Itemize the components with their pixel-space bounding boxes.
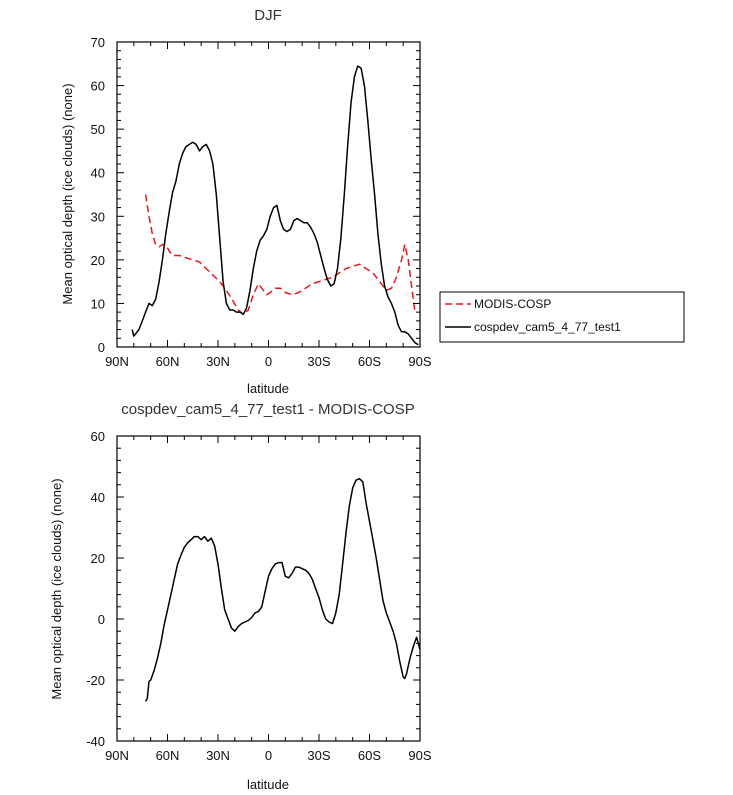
panel-1-xtick-label: 30S <box>307 354 330 369</box>
panel-1-ytick-label: 60 <box>91 79 105 94</box>
panel-1-title: DJF <box>254 7 282 24</box>
panel-1-xtick-label: 0 <box>265 354 272 369</box>
panel-djf: DJF Mean optical depth (ice clouds) (non… <box>60 7 685 396</box>
legend-box <box>439 291 685 343</box>
panel-1-xtick-label: 90N <box>105 354 129 369</box>
panel-2-xtick-label: 60S <box>358 748 381 763</box>
legend-label-modis: MODIS-COSP <box>474 297 551 311</box>
panel-2-ylabel: Mean optical depth (ice clouds) (none) <box>49 478 64 699</box>
panel-1-ytick-label: 20 <box>91 253 105 268</box>
panel-1-ylabel: Mean optical depth (ice clouds) (none) <box>60 83 75 304</box>
panel-1-ytick-label: 40 <box>91 166 105 181</box>
panel-2-xtick-label: 30N <box>206 748 230 763</box>
panel-1-series-line-cospdev-cam5-4-77-test1 <box>131 65 419 346</box>
panel-1-xtick-label: 60N <box>156 354 180 369</box>
panel-1-xtick-label: 60S <box>358 354 381 369</box>
panel-2-plot-frame <box>116 435 421 742</box>
panel-1-xlabel: latitude <box>247 381 289 396</box>
panel-1-series-line-modis-cosp <box>144 194 416 316</box>
panel-2-series-line-difference <box>144 477 421 702</box>
panel-1-ytick-label: 0 <box>98 340 105 355</box>
panel-1-xtick-label: 30N <box>206 354 230 369</box>
panel-2-ytick-label: 40 <box>91 490 105 505</box>
panel-1-ytick-label: 10 <box>91 296 105 311</box>
legend-label-cam5: cospdev_cam5_4_77_test1 <box>474 320 621 334</box>
panel-1-ytick-label: 30 <box>91 209 105 224</box>
panel-1-xtick-label: 90S <box>408 354 431 369</box>
panel-2-xlabel: latitude <box>247 777 289 792</box>
panel-2-ytick-label: 20 <box>91 551 105 566</box>
legend: MODIS-COSP cospdev_cam5_4_77_test1 <box>439 291 685 343</box>
panel-difference: cospdev_cam5_4_77_test1 - MODIS-COSP Mea… <box>49 401 432 792</box>
panel-2-ytick-label: -40 <box>86 734 105 749</box>
panel-2-xtick-label: 30S <box>307 748 330 763</box>
panel-1-ytick-label: 50 <box>91 122 105 137</box>
panel-2-xtick-label: 0 <box>265 748 272 763</box>
panel-2-xtick-label: 60N <box>156 748 180 763</box>
panel-2-ytick-label: 0 <box>98 612 105 627</box>
panel-1-ytick-label: 70 <box>91 35 105 50</box>
panel-2-xtick-label: 90N <box>105 748 129 763</box>
panel-2-ytick-label: -20 <box>86 673 105 688</box>
panel-2-xtick-label: 90S <box>408 748 431 763</box>
panel-2-ytick-label: 60 <box>91 429 105 444</box>
panel-2-title: cospdev_cam5_4_77_test1 - MODIS-COSP <box>121 401 414 418</box>
